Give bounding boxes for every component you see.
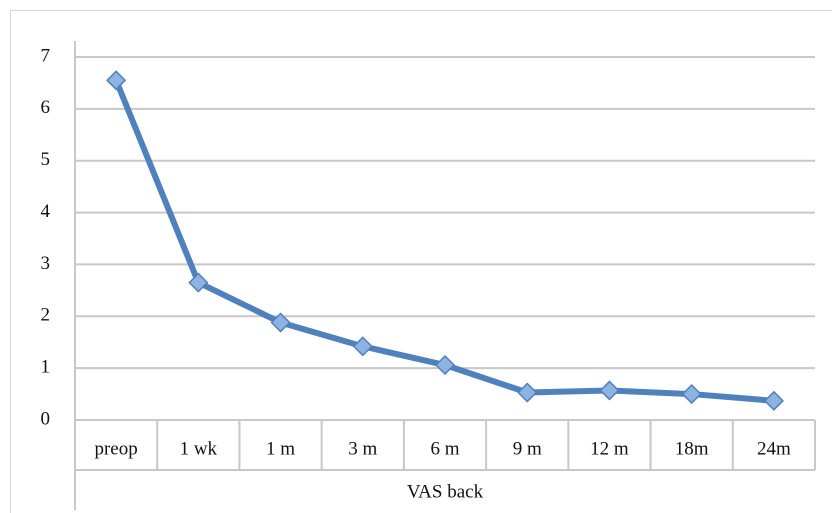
x-tick-label: 12 m	[590, 438, 629, 459]
y-tick-label: 3	[41, 253, 51, 274]
x-axis-label: VAS back	[407, 481, 484, 502]
y-tick-label: 5	[41, 149, 51, 170]
data-marker	[763, 390, 784, 411]
y-tick-label: 1	[41, 357, 51, 378]
data-marker	[106, 70, 127, 91]
x-tick-label: 6 m	[430, 438, 459, 459]
data-marker	[270, 312, 291, 333]
data-marker	[599, 380, 620, 401]
x-tick-label: 24m	[757, 438, 791, 459]
y-tick-label: 0	[41, 408, 51, 429]
y-tick-label: 6	[41, 97, 51, 118]
y-tick-label: 2	[41, 305, 51, 326]
y-tick-label: 7	[41, 45, 51, 66]
data-marker	[681, 384, 702, 405]
data-marker	[188, 272, 209, 293]
x-tick-label: preop	[94, 438, 137, 459]
data-marker	[352, 336, 373, 357]
x-tick-label: 1 m	[266, 438, 295, 459]
x-tick-label: 1 wk	[180, 438, 218, 459]
chart-frame	[10, 10, 832, 513]
y-tick-label: 4	[41, 201, 51, 222]
x-tick-label: 9 m	[513, 438, 542, 459]
data-marker	[434, 354, 456, 376]
data-marker	[517, 382, 538, 403]
x-tick-label: 18m	[675, 438, 709, 459]
x-tick-label: 3 m	[348, 438, 377, 459]
